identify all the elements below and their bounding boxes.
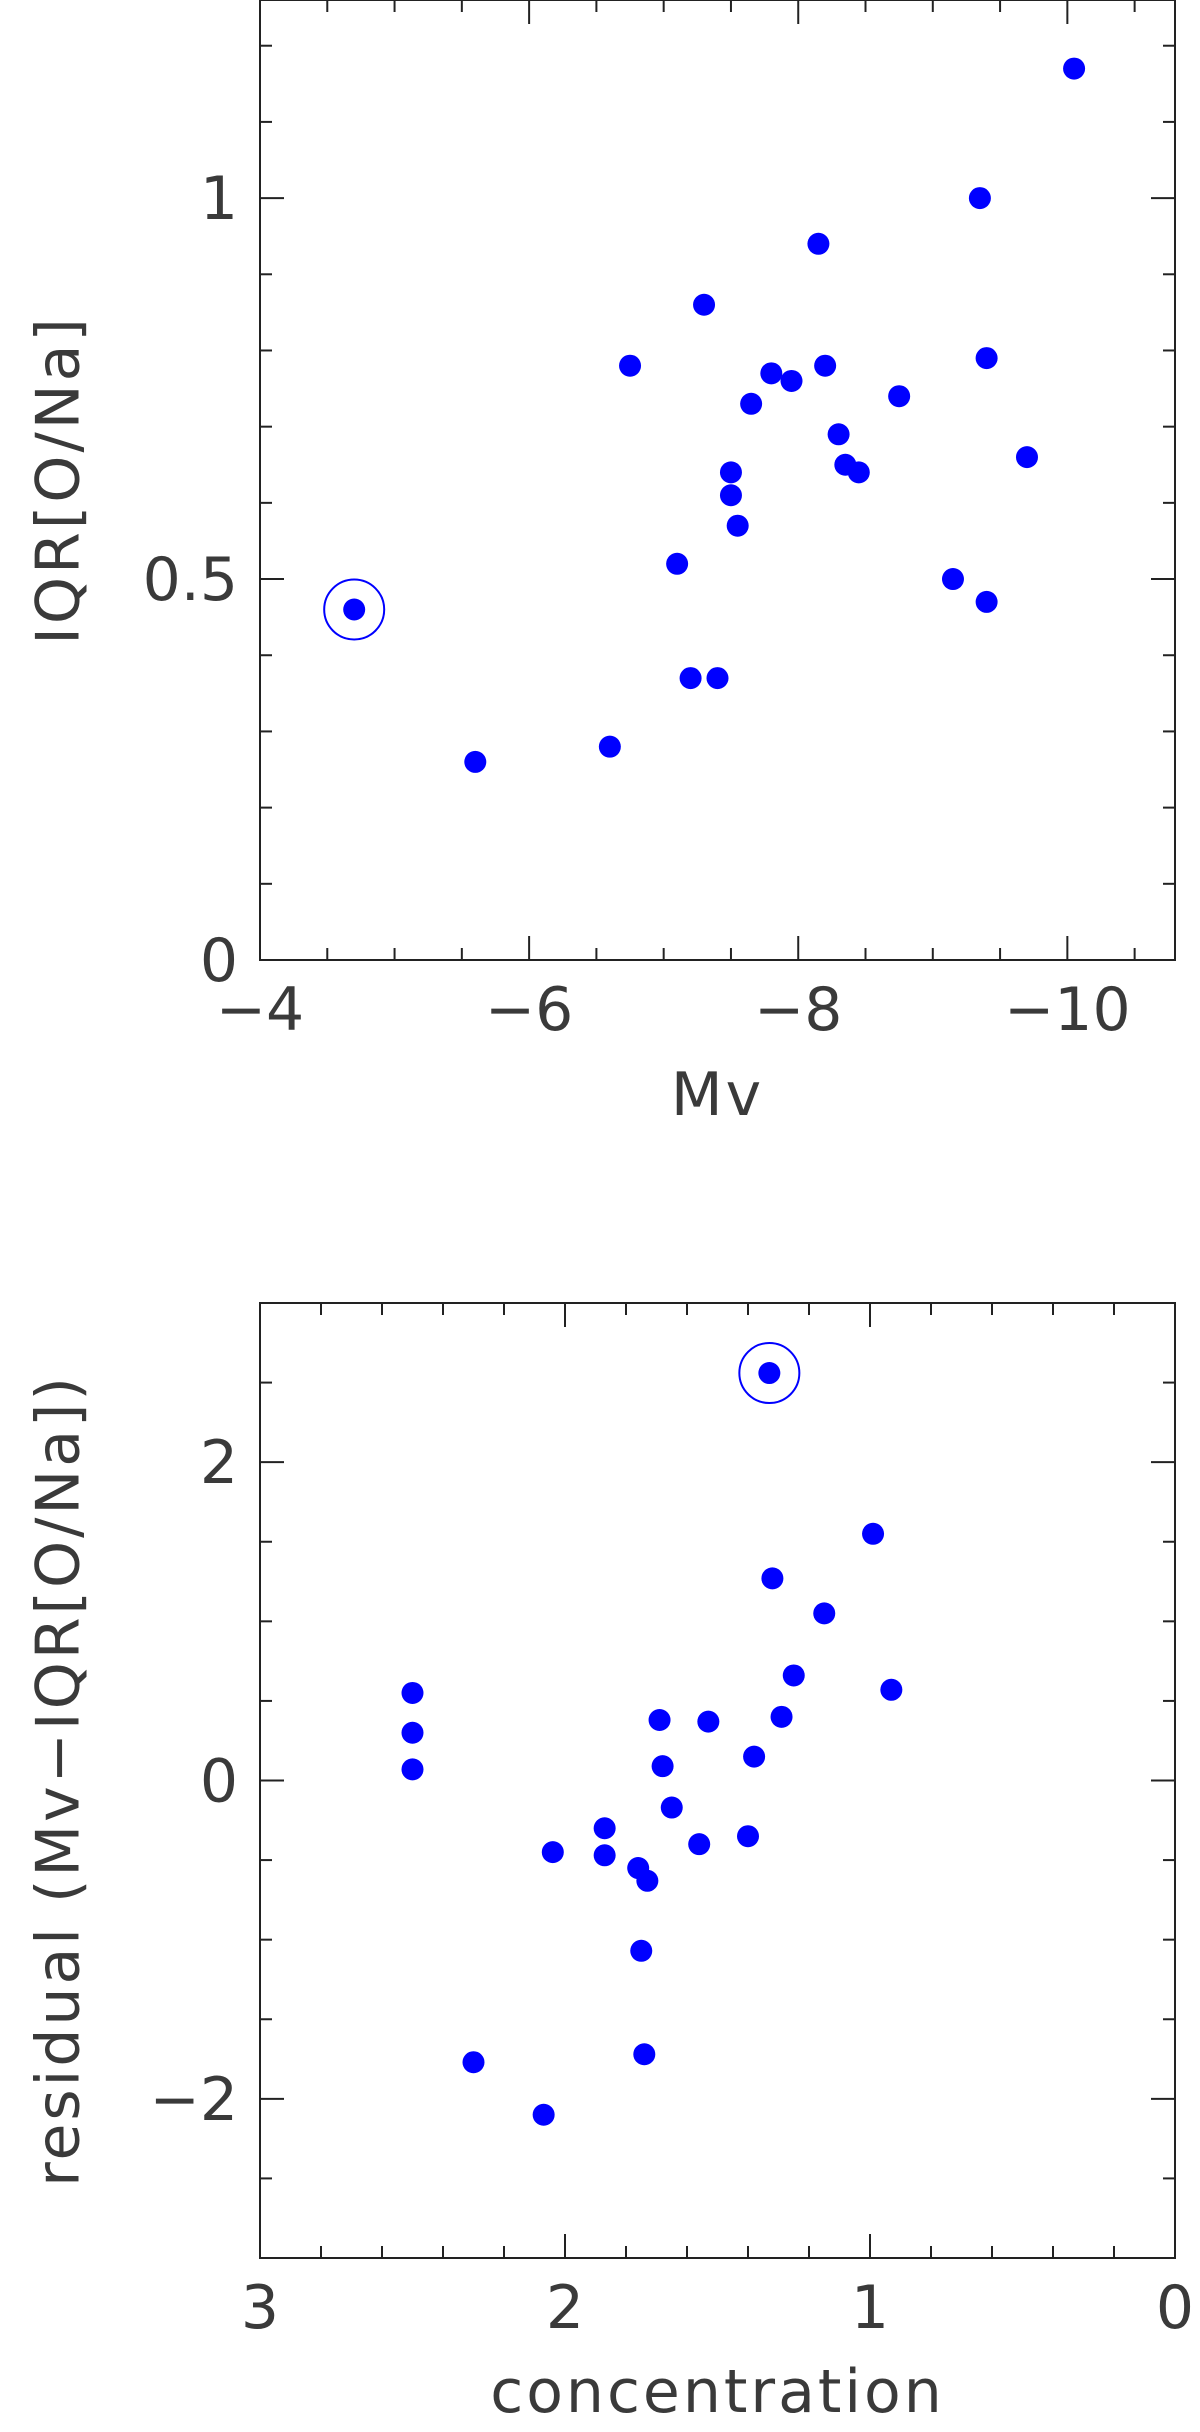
data-point [760,362,783,385]
data-point [975,347,998,370]
data-point [975,590,998,613]
data-point [726,514,749,537]
data-point [693,293,716,316]
data-point [847,461,870,484]
data-point [630,1939,653,1962]
x-tick-label: 1 [851,2273,889,2343]
x-tick-label: 0 [1156,2273,1194,2343]
data-point [880,1678,903,1701]
plot-frame [259,0,1176,961]
data-point [464,750,487,773]
data-point [888,385,911,408]
y-tick-label: −2 [150,2065,238,2135]
data-point [761,1567,784,1590]
x-tick-label: −6 [485,975,573,1045]
data-point [770,1705,793,1728]
data-point [1063,57,1086,80]
data-point [941,568,964,591]
highlight-ring [738,1342,801,1405]
data-point [862,1522,885,1545]
data-point [782,1664,805,1687]
data-point [706,667,729,690]
y-axis-label: residual (Mv−IQR[O/Na]) [24,1374,94,2187]
data-point [660,1796,683,1819]
data-point [343,598,366,621]
chart-panel-residual-vs-concentration: 3 2 1 0 −2 0 2 concentration residual (Mv−IQR[O/… [24,1302,1194,2427]
data-point [719,461,742,484]
x-tick-label: 2 [546,2273,584,2343]
data-point [688,1833,711,1856]
y-tick-label: 2 [200,1428,238,1498]
x-tick-label: −8 [754,975,842,1045]
data-point [401,1681,424,1704]
data-point [401,1721,424,1744]
data-point [827,423,850,446]
data-point [532,2103,555,2126]
x-axis-label: concentration [490,2357,945,2427]
data-point [807,232,830,255]
y-tick-label: 0 [200,1747,238,1817]
y-axis-label: IQR[O/Na] [24,315,94,645]
data-point [679,667,702,690]
data-point [598,735,621,758]
data-point [968,187,991,210]
data-point [813,1602,836,1625]
data-point [651,1755,674,1778]
data-point [737,1825,759,1848]
y-tick-label: 0.5 [143,545,238,615]
data-point [1015,446,1038,469]
y-tick-label: 0 [200,926,238,996]
data-point [758,1362,781,1385]
plot-frame [259,1302,1176,2259]
chart-panel-iqr-vs-mv: −4 −6 −8 −10 0 0.5 1 Mv IQR[O/Na] [24,0,1176,1130]
data-point [719,484,742,507]
y-tick-label: 1 [200,164,238,234]
data-point [743,1745,766,1768]
highlight-ring [323,578,386,641]
data-point [462,2051,485,2074]
data-point [593,1844,616,1867]
x-axis-label: Mv [671,1060,764,1130]
x-tick-label: −4 [216,975,304,1045]
data-point [633,2043,656,2066]
data-point [619,354,642,377]
data-point [648,1709,671,1732]
data-point [814,354,837,377]
data-point [401,1758,424,1781]
data-point [780,369,803,392]
data-point [697,1710,720,1733]
data-point [636,1869,659,1892]
data-point [593,1817,616,1840]
x-tick-label: −10 [1004,975,1131,1045]
data-point [740,392,763,415]
x-tick-label: 3 [241,2273,279,2343]
data-point [666,552,689,575]
data-point [541,1841,564,1864]
